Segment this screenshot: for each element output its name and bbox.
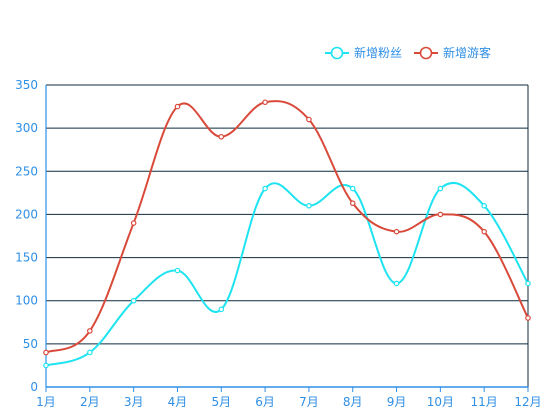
x-tick-label: 7月 xyxy=(299,395,319,409)
data-point[interactable] xyxy=(218,133,225,140)
series-line-1 xyxy=(45,181,529,367)
y-tick-label: 100 xyxy=(15,294,38,308)
data-point[interactable] xyxy=(525,280,531,287)
x-tick-label: 12月 xyxy=(514,395,541,409)
data-point[interactable] xyxy=(306,116,312,123)
x-tick-label: 4月 xyxy=(168,395,188,409)
data-point[interactable] xyxy=(130,220,137,226)
data-point[interactable] xyxy=(218,306,225,313)
series-line-2 xyxy=(45,100,529,354)
x-tick-label: 10月 xyxy=(427,395,454,409)
legend-label: 新增游客 xyxy=(443,45,491,60)
axes xyxy=(45,85,529,388)
legend-marker-icon xyxy=(419,46,433,60)
data-point[interactable] xyxy=(393,228,400,235)
data-point[interactable] xyxy=(481,203,487,209)
legend-marker-icon xyxy=(330,46,344,60)
y-axis-ticks: 0 50 100 150 200 250 300 350 xyxy=(15,78,38,394)
y-tick-label: 0 xyxy=(30,380,38,394)
data-point[interactable] xyxy=(481,228,487,235)
series-group xyxy=(43,99,531,369)
data-point[interactable] xyxy=(306,203,312,209)
y-tick-label: 250 xyxy=(15,164,38,178)
x-tick-label: 2月 xyxy=(80,395,100,409)
y-tick-label: 200 xyxy=(15,207,38,221)
data-point[interactable] xyxy=(262,99,268,106)
data-point[interactable] xyxy=(349,185,356,192)
data-point[interactable] xyxy=(437,211,444,218)
x-tick-label: 3月 xyxy=(124,395,144,409)
y-tick-label: 150 xyxy=(15,251,38,265)
data-point[interactable] xyxy=(393,280,400,287)
data-point[interactable] xyxy=(43,362,49,369)
data-point[interactable] xyxy=(349,200,356,207)
data-point[interactable] xyxy=(87,328,93,334)
x-tick-label: 6月 xyxy=(255,395,275,409)
data-point[interactable] xyxy=(262,185,268,192)
y-tick-label: 350 xyxy=(15,78,38,92)
x-tick-label: 5月 xyxy=(211,395,231,409)
data-point[interactable] xyxy=(437,185,444,192)
data-point[interactable] xyxy=(130,297,137,304)
data-point[interactable] xyxy=(174,103,181,110)
x-axis-ticks: 1月 2月 3月 4月 5月 6月 7月 8月 9月 10月 11月 12月 xyxy=(36,387,542,409)
grid-lines xyxy=(46,84,528,345)
x-tick-label: 11月 xyxy=(471,395,498,409)
legend-label: 新增粉丝 xyxy=(354,45,402,60)
y-tick-label: 50 xyxy=(23,337,38,351)
x-tick-label: 9月 xyxy=(387,395,407,409)
legend-item-2[interactable]: 新增游客 xyxy=(414,45,491,60)
data-point[interactable] xyxy=(43,349,49,356)
data-point[interactable] xyxy=(174,267,181,274)
x-tick-label: 1月 xyxy=(36,395,56,409)
data-point[interactable] xyxy=(87,349,93,356)
x-tick-label: 8月 xyxy=(343,395,363,409)
legend: 新增粉丝 新增游客 xyxy=(325,45,491,60)
data-point[interactable] xyxy=(525,315,531,321)
legend-item-1[interactable]: 新增粉丝 xyxy=(325,45,402,60)
y-tick-label: 300 xyxy=(15,121,38,135)
